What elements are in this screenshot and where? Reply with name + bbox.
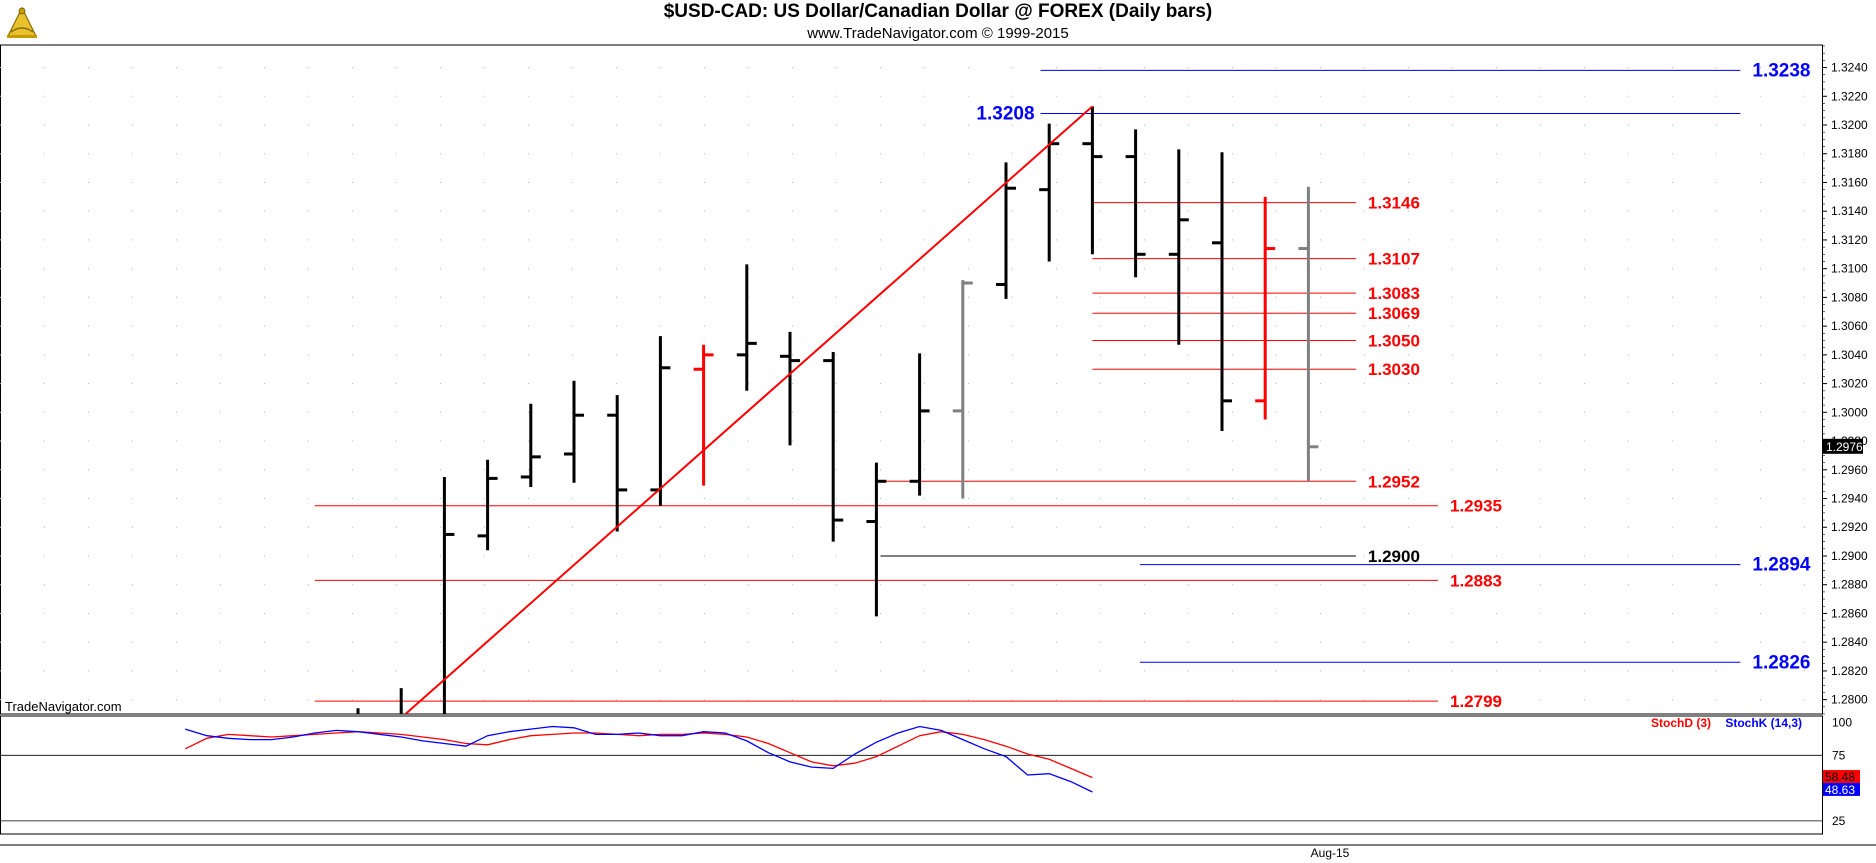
level-label-1-3208: 1.3208 (976, 104, 1034, 125)
ohlc-bar (952, 280, 973, 499)
stoch-d-line (184, 731, 1093, 779)
stoch-k-value-marker (1823, 782, 1860, 796)
trendline (404, 105, 1094, 714)
y-axis-tick-label: 1.2960 (1831, 463, 1868, 477)
level-label-1-3083: 1.3083 (1368, 284, 1420, 303)
y-axis-tick-label: 1.3220 (1831, 89, 1868, 103)
y-axis-tick-label: 1.2860 (1831, 606, 1868, 620)
ohlc-bar (693, 344, 714, 486)
x-axis-label: Aug-15 (1311, 846, 1350, 860)
y-axis-tick-label: 1.3020 (1831, 377, 1868, 391)
stoch-d-value-marker (1823, 769, 1860, 783)
y-axis-tick-label: 1.3160 (1831, 175, 1868, 189)
stoch-axis-label: 100 (1832, 716, 1852, 730)
level-label-1-2826: 1.2826 (1752, 652, 1810, 673)
ohlc-bar (1125, 129, 1146, 278)
ohlc-bar (1212, 152, 1232, 431)
y-axis-tick-label: 1.2920 (1831, 520, 1868, 534)
stoch-k-line (185, 725, 1093, 793)
ohlc-bar (823, 351, 844, 542)
y-axis-tick-label: 1.3080 (1831, 290, 1868, 304)
level-label-1-3069: 1.3069 (1368, 304, 1420, 323)
sextant-logo-icon (7, 6, 37, 38)
y-axis-tick-label: 1.3120 (1831, 233, 1868, 247)
y-axis-tick-label: 1.2840 (1831, 635, 1868, 649)
y-axis-tick-label: 1.3000 (1831, 405, 1868, 419)
y-axis-tick-label: 1.2880 (1831, 578, 1868, 592)
ohlc-bar (564, 380, 584, 483)
y-axis-tick-label: 1.2820 (1831, 664, 1868, 678)
level-label-1-2900: 1.2900 (1368, 547, 1420, 566)
level-label-1-2952: 1.2952 (1368, 472, 1420, 491)
last-price-marker (1823, 438, 1863, 454)
y-axis-tick-label: 1.3100 (1831, 262, 1868, 276)
stoch-axis-label: 25 (1832, 814, 1846, 828)
level-label-1-3050: 1.3050 (1368, 331, 1420, 350)
y-axis-tick-label: 1.3140 (1831, 204, 1868, 218)
level-label-1-3030: 1.3030 (1368, 360, 1420, 379)
y-axis-tick-label: 1.3060 (1831, 319, 1868, 333)
ohlc-bar (399, 688, 403, 714)
y-axis-tick-label: 1.2800 (1831, 693, 1868, 707)
chart-title: $USD-CAD: US Dollar/Canadian Dollar @ FO… (663, 1, 1213, 22)
price-panel-frame (0, 44, 1823, 715)
ohlc-bar (996, 162, 1016, 299)
y-axis-tick-label: 1.3240 (1831, 61, 1868, 75)
stoch-k-legend: StochK (14,3) (1725, 716, 1802, 730)
chart-subtitle: www.TradeNavigator.com © 1999-2015 (807, 25, 1069, 42)
y-axis-tick-label: 1.3180 (1831, 147, 1868, 161)
y-axis-tick-label: 1.2900 (1831, 549, 1868, 563)
level-label-1-2799: 1.2799 (1450, 692, 1502, 711)
ohlc-bar (650, 336, 671, 506)
level-label-1-2883: 1.2883 (1450, 571, 1502, 590)
ohlc-bar (909, 353, 930, 496)
stoch-axis-label: 75 (1832, 748, 1846, 762)
y-axis-tick-label: 1.3200 (1831, 118, 1868, 132)
level-label-1-3238: 1.3238 (1752, 60, 1810, 81)
ohlc-bar (736, 264, 757, 391)
ohlc-bar (1255, 196, 1276, 420)
stochastic-panel-frame (0, 715, 1823, 835)
stoch-k-value-label: 48.63 (1825, 783, 1855, 797)
level-label-1-3107: 1.3107 (1368, 250, 1420, 269)
ohlc-bar (866, 462, 887, 617)
last-price-label: 1.2976 (1826, 440, 1863, 454)
y-axis-tick-label: 1.3040 (1831, 348, 1868, 362)
ohlc-bar (1168, 149, 1189, 345)
level-label-1-2894: 1.2894 (1752, 555, 1811, 576)
ohlc-bar (1082, 106, 1103, 255)
ohlc-bar (442, 476, 455, 714)
ohlc-bar (477, 459, 498, 551)
stoch-d-legend: StochD (3) (1651, 716, 1711, 730)
y-axis-tick-label: 1.2940 (1831, 492, 1868, 506)
stoch-d-value-label: 58.48 (1825, 770, 1855, 784)
ohlc-bar (607, 395, 628, 532)
ohlc-bar (520, 403, 541, 488)
level-label-1-2935: 1.2935 (1450, 497, 1502, 516)
ohlc-bar (780, 331, 800, 446)
watermark-text: TradeNavigator.com (5, 699, 122, 714)
ohlc-bar (1298, 186, 1319, 482)
level-label-1-3146: 1.3146 (1368, 194, 1420, 213)
